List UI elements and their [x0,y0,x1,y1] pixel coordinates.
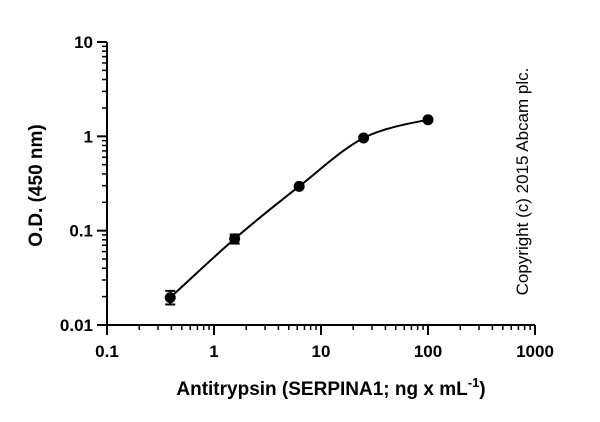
x-tick-label: 100 [414,342,442,361]
data-point [422,114,434,126]
x-axis-title: Antitrypsin (SERPINA1; ng x mL-1) [176,375,485,400]
y-tick-label: 1 [84,127,93,146]
x-axis-title-superscript: -1 [468,375,480,390]
y-tick-label: 0.1 [69,222,93,241]
data-points [164,114,434,304]
fit-curve [169,118,429,299]
x-tick-label: 10 [312,342,331,361]
x-ticks: 0.1 1 10 100 1000 [95,325,554,361]
x-tick-label: 1000 [516,342,554,361]
copyright-annotation: Copyright (c) 2015 Abcam plc. [513,68,532,296]
data-point [293,180,305,192]
y-tick-label: 0.01 [60,316,93,335]
x-axis-title-close: ) [479,379,485,400]
y-axis-title: O.D. (450 nm) [26,124,47,246]
data-point [358,132,370,144]
data-point [164,292,176,304]
y-ticks: 0.01 0.1 1 10 [60,33,107,335]
x-tick-label: 1 [209,342,218,361]
y-tick-label: 10 [74,33,93,52]
data-point [229,233,241,245]
x-axis-title-main: Antitrypsin (SERPINA1; ng x mL [176,379,468,400]
axes [106,42,535,326]
x-tick-label: 0.1 [95,342,119,361]
